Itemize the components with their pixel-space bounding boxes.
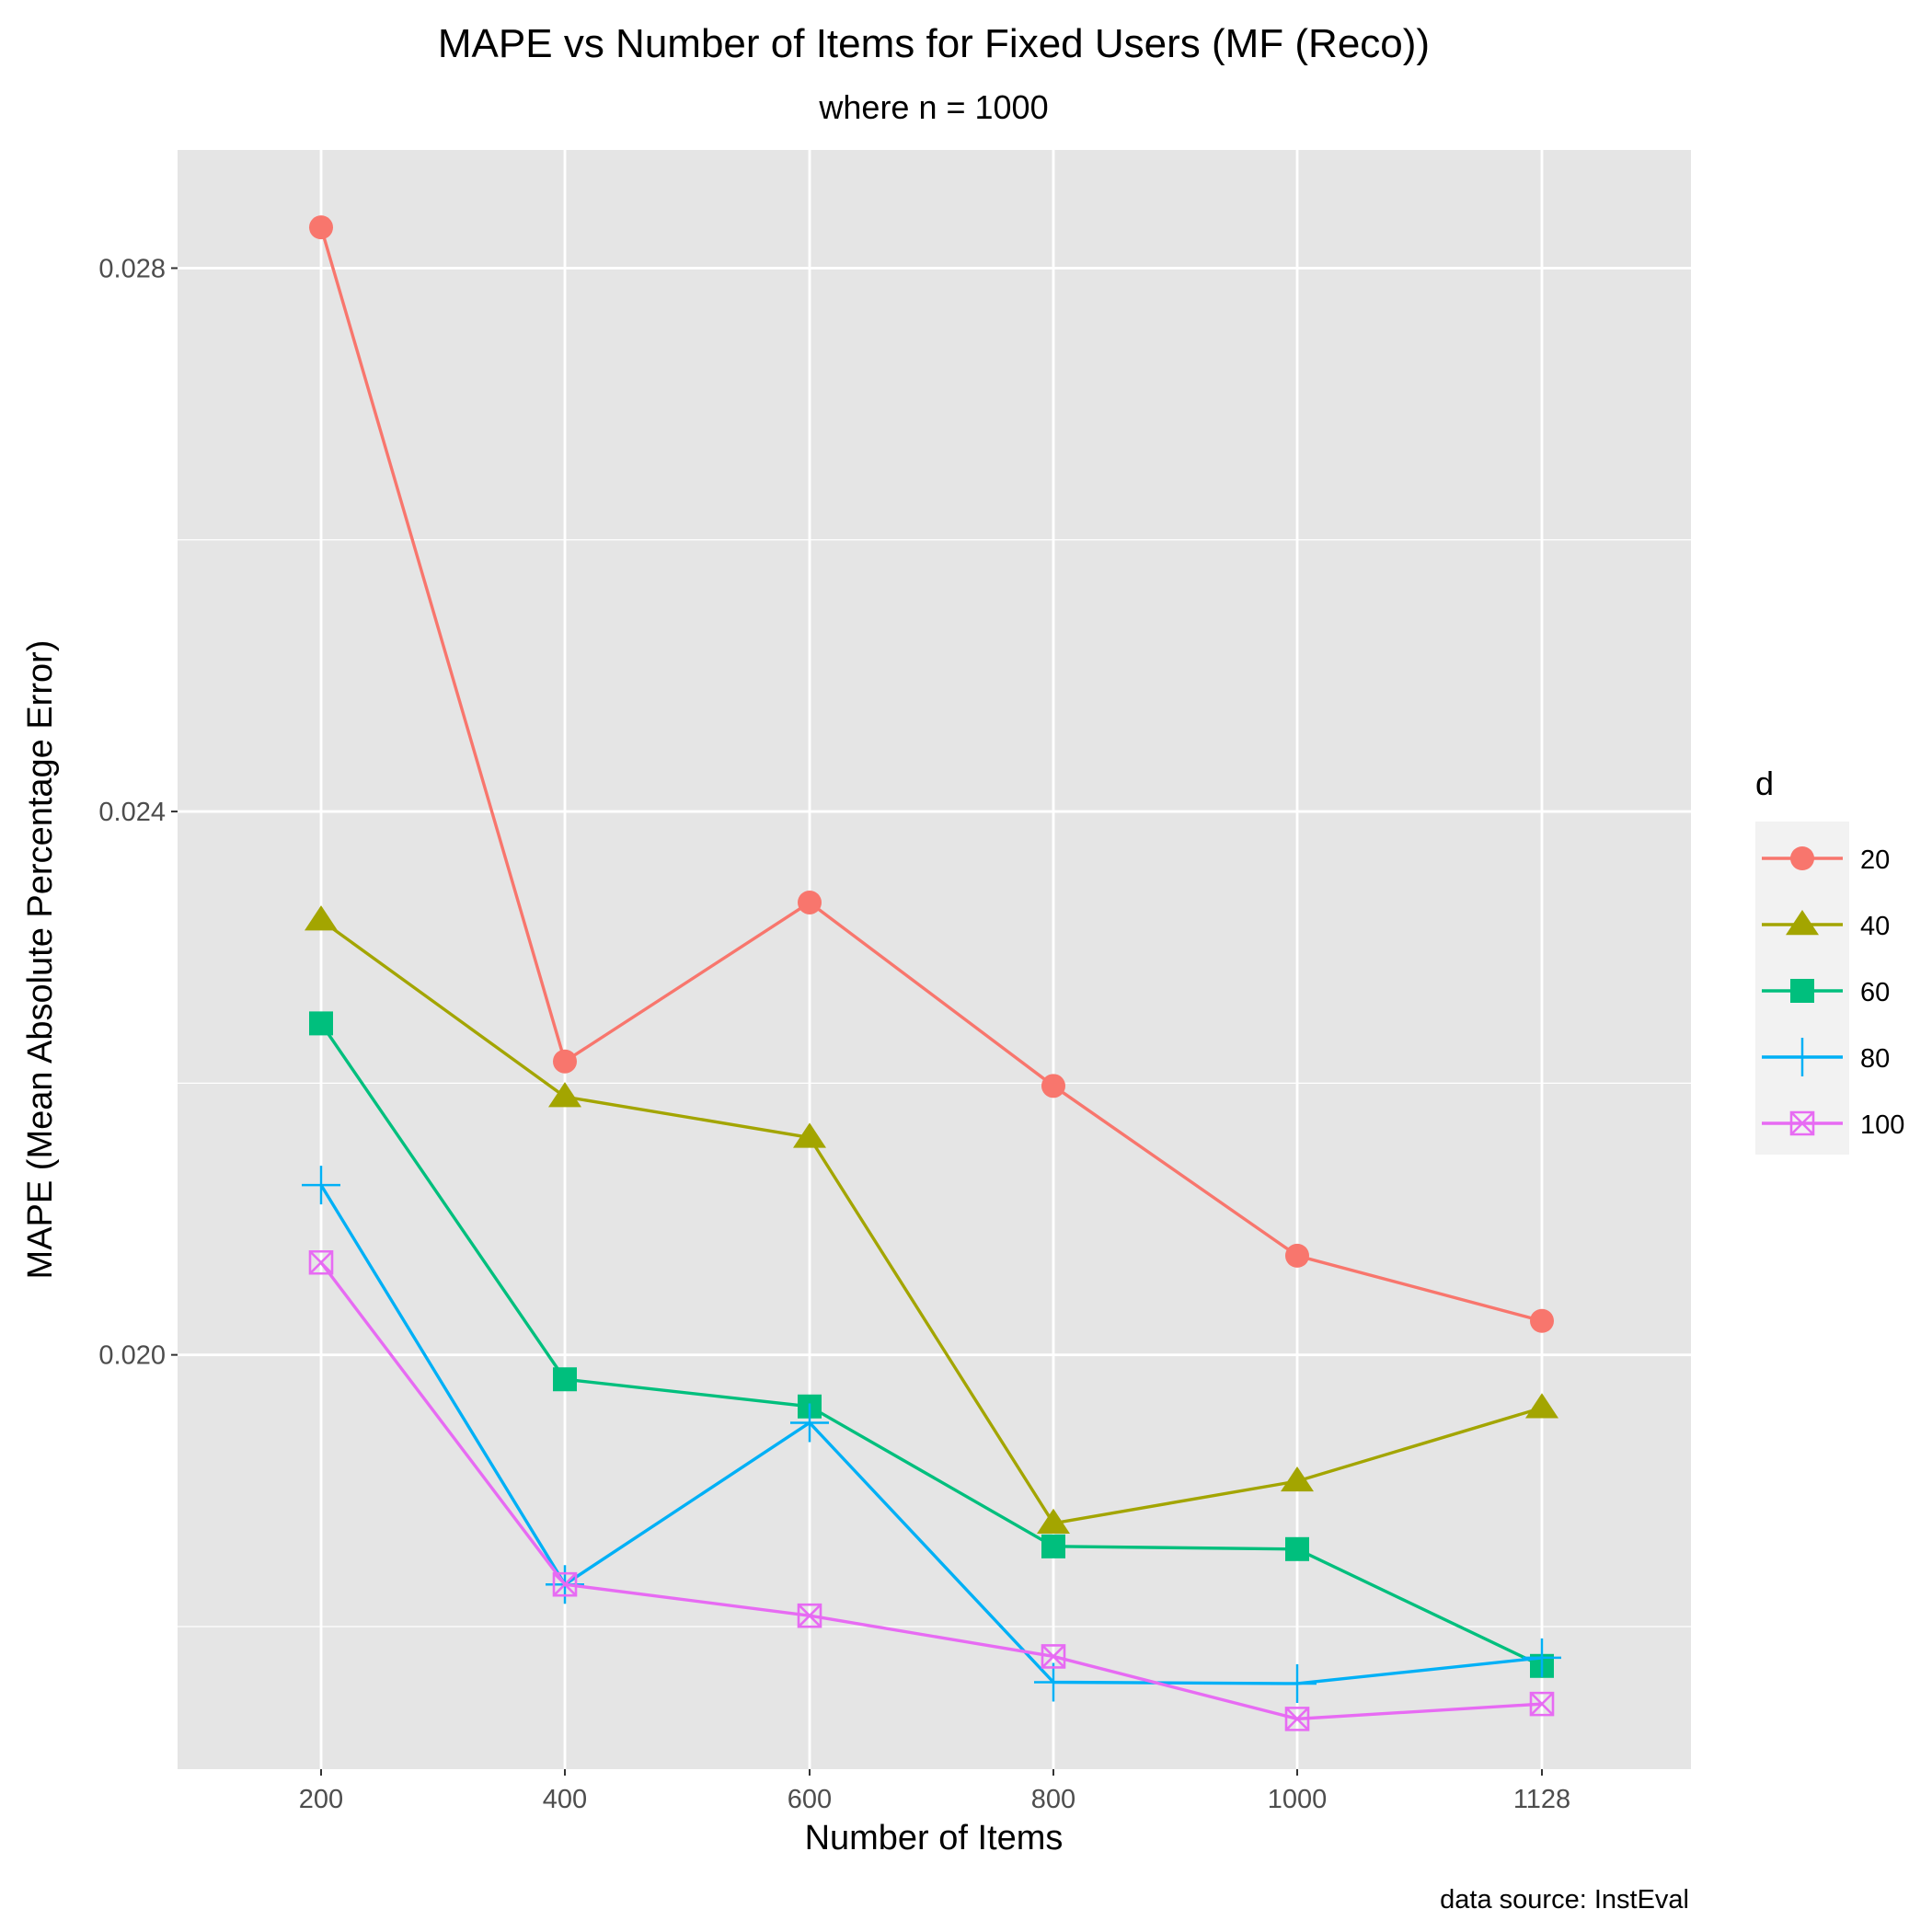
chart-subtitle: where n = 1000: [818, 88, 1048, 126]
x-axis: 200 400 600 800 1000 1128: [299, 1769, 1570, 1814]
data-point-d100: [1284, 1707, 1310, 1731]
legend-key-marker: [1783, 1038, 1822, 1076]
data-point-d100: [308, 1249, 334, 1275]
x-tick-label: 600: [788, 1785, 832, 1814]
plot-panel: [178, 150, 1691, 1769]
legend-key-marker: [1790, 846, 1814, 870]
data-point-d80: [302, 1166, 340, 1205]
y-axis-title: MAPE (Mean Absolute Percentage Error): [21, 640, 60, 1280]
data-point-d80: [1034, 1662, 1073, 1702]
legend: d 20 40 60 80 100: [1755, 765, 1904, 1155]
legend-key-marker: [1790, 979, 1814, 1003]
data-point-d40: [1037, 1508, 1070, 1534]
data-point-d40: [548, 1082, 581, 1108]
y-tick-label: 0.028: [98, 254, 166, 283]
data-point-d60: [1285, 1536, 1309, 1561]
data-point-d20: [553, 1049, 577, 1074]
legend-title: d: [1755, 765, 1774, 802]
data-point-d60: [309, 1011, 333, 1036]
series-layer: [302, 215, 1561, 1731]
chart-title: MAPE vs Number of Items for Fixed Users …: [438, 21, 1430, 66]
data-point-d100: [797, 1603, 822, 1628]
y-tick-label: 0.020: [98, 1341, 166, 1371]
data-point-d20: [1285, 1243, 1309, 1268]
series-line-d20: [319, 226, 1543, 1323]
data-point-d40: [1525, 1393, 1558, 1419]
legend-label: 100: [1860, 1110, 1904, 1140]
x-tick-label: 800: [1031, 1785, 1075, 1814]
data-point-d40: [1281, 1466, 1314, 1492]
series-line-d80: [319, 1184, 1543, 1685]
major-gridlines: [178, 150, 1691, 1769]
x-tick-label: 1000: [1268, 1785, 1328, 1814]
data-point-d100: [1529, 1691, 1555, 1717]
legend-label: 60: [1860, 978, 1890, 1007]
data-point-d60: [1041, 1534, 1065, 1558]
x-tick-label: 400: [543, 1785, 587, 1814]
legend-label: 20: [1860, 845, 1890, 875]
legend-label: 40: [1860, 912, 1890, 941]
series-line-d40: [320, 918, 1543, 1525]
legend-entries: 20 40 60 80 100: [1762, 845, 1904, 1140]
data-point-d60: [553, 1367, 577, 1392]
data-point-d100: [552, 1571, 578, 1597]
data-point-d80: [1523, 1638, 1561, 1677]
legend-key-marker: [1789, 1110, 1815, 1136]
data-point-d20: [798, 890, 822, 914]
y-axis: 0.020 0.024 0.028: [98, 254, 178, 1371]
data-point-d80: [790, 1403, 829, 1443]
minor-gridlines: [178, 539, 1691, 1627]
data-point-d20: [1041, 1074, 1065, 1098]
series-line-d100: [319, 1261, 1543, 1721]
series-line-d60: [319, 1022, 1543, 1668]
x-axis-title: Number of Items: [805, 1819, 1064, 1857]
legend-label: 80: [1860, 1044, 1890, 1074]
data-point-d20: [309, 215, 333, 240]
legend-key-marker: [1786, 910, 1819, 936]
data-point-d40: [793, 1122, 826, 1148]
y-tick-label: 0.024: [98, 798, 166, 827]
data-point-d20: [1530, 1308, 1554, 1333]
data-point-d80: [1278, 1663, 1317, 1703]
x-tick-label: 200: [299, 1785, 343, 1814]
data-point-d100: [1041, 1644, 1066, 1669]
chart-caption: data source: InstEval: [1440, 1885, 1689, 1915]
data-point-d40: [305, 905, 338, 931]
x-tick-label: 1128: [1513, 1785, 1570, 1814]
